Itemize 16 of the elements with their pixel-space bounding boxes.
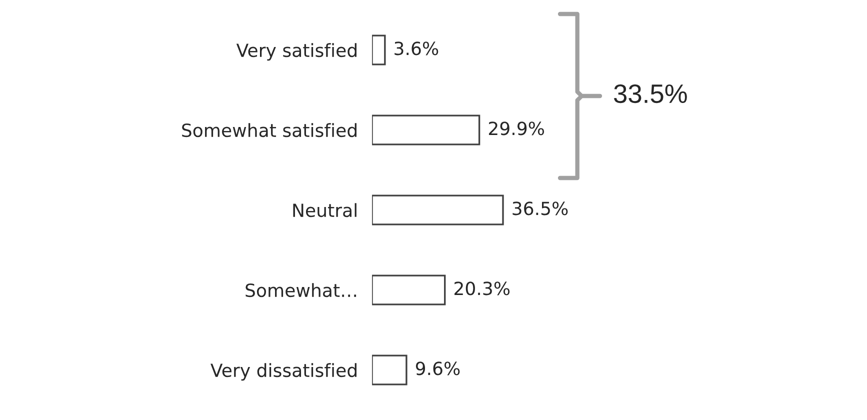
data-label: 36.5% [512,202,568,216]
bar [372,34,386,66]
y-tick-label: Somewhat… [246,283,356,298]
data-label: 3.6% [394,42,438,56]
y-tick-label: Somewhat satisfied [182,123,356,138]
data-label: 9.6% [416,362,460,376]
y-tick-label: Very satisfied [236,43,356,61]
bar [372,114,480,146]
bar [372,354,408,386]
y-tick-label: Neutral [293,203,356,218]
data-label: 29.9% [488,122,544,136]
bar [372,274,446,306]
data-label: 20.3% [454,282,510,296]
text: 33.5% [614,84,687,104]
y-tick-label: Very dissatisfied [210,363,356,381]
bar [372,194,504,226]
